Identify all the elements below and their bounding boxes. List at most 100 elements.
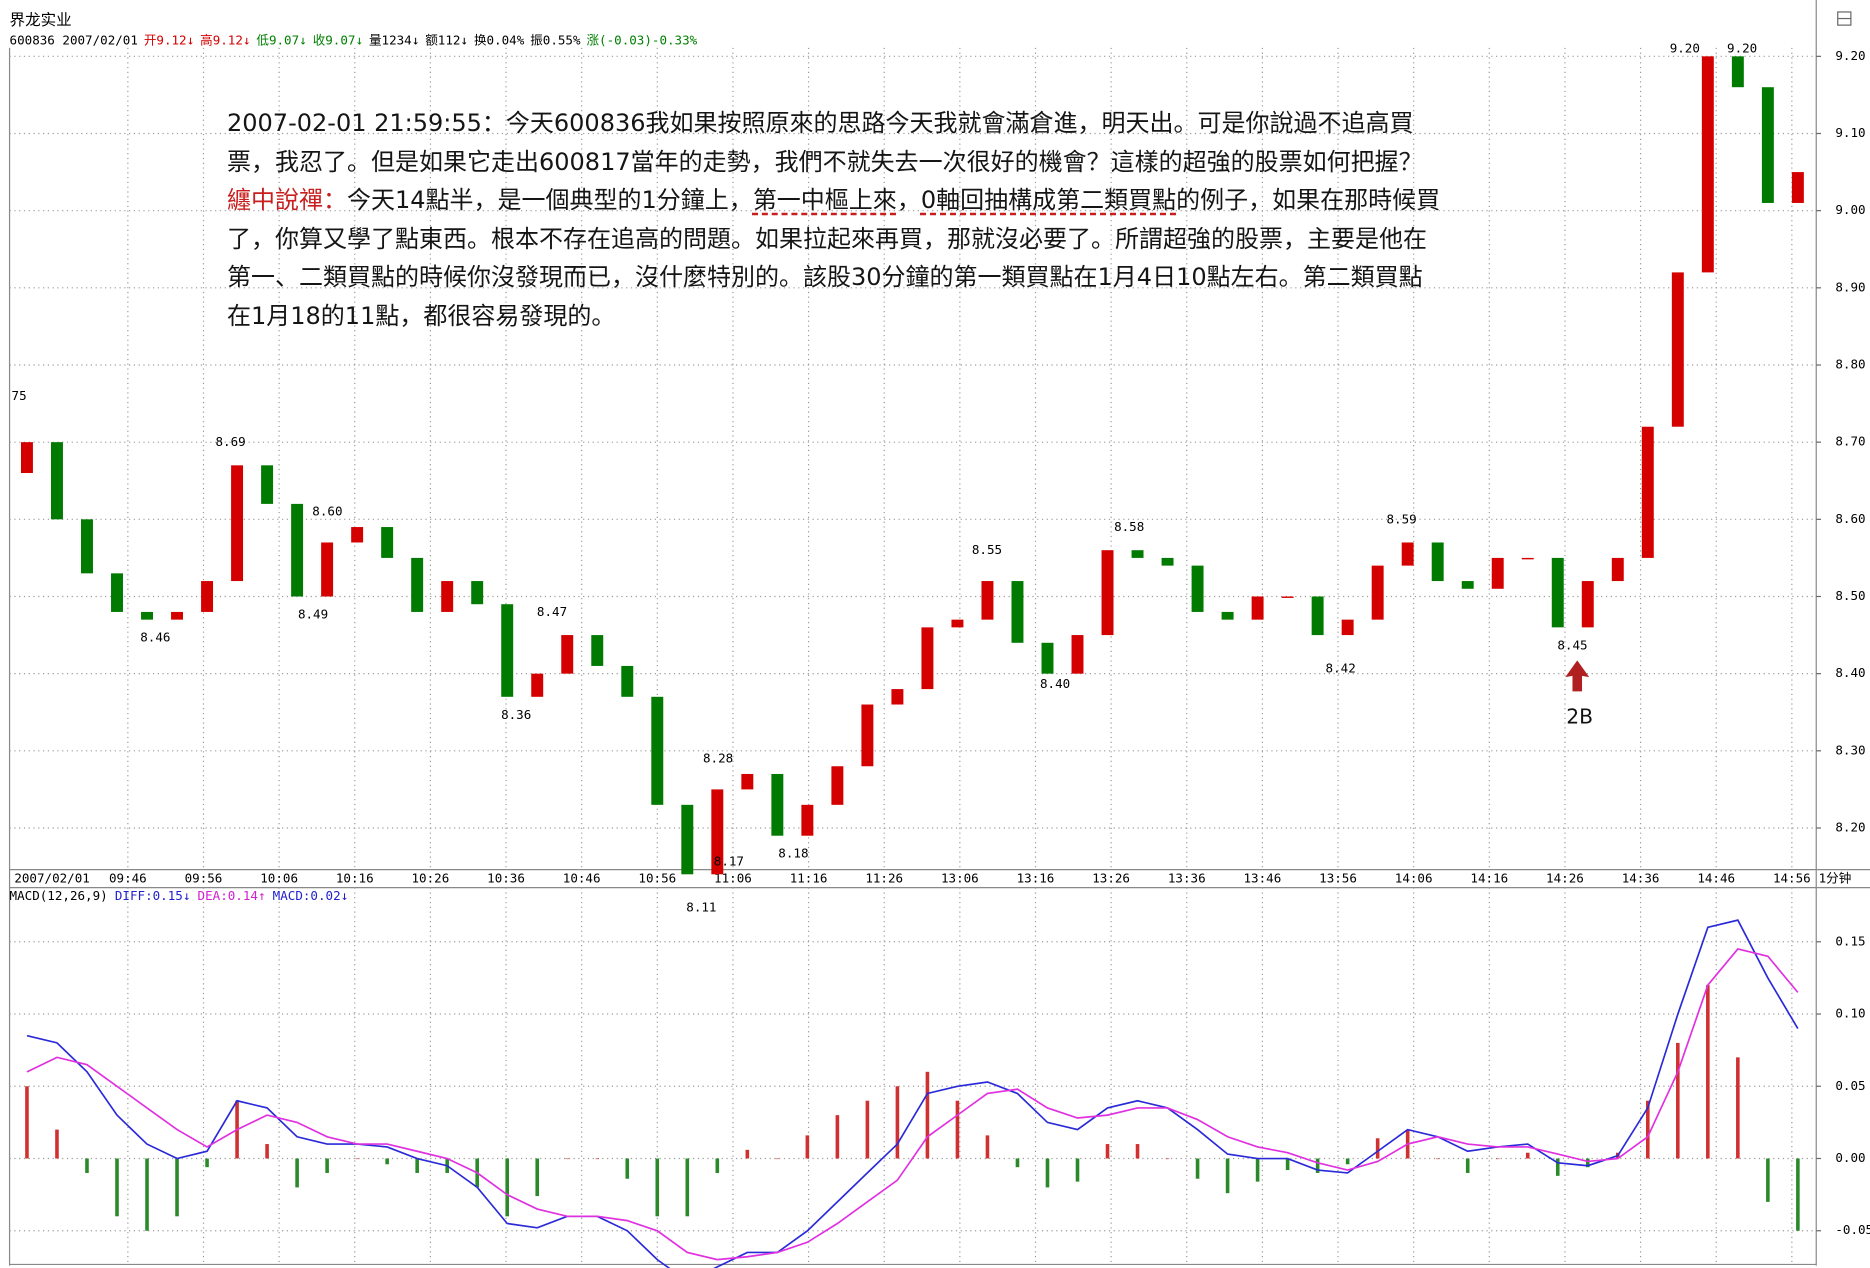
price-label: 8.47: [537, 604, 567, 619]
candle: [1461, 581, 1474, 589]
quote-item: 额112↓: [425, 32, 468, 47]
macd-bar: [1375, 1138, 1380, 1159]
quote-item: 涨(-0.03)-0.33%: [587, 32, 698, 47]
price-label: 8.17: [714, 853, 744, 868]
time-label: 13:56: [1319, 871, 1357, 886]
price-label: 9.20: [1670, 41, 1700, 56]
candle: [771, 773, 784, 836]
macd-bar: [145, 1158, 149, 1231]
price-label: 8.49: [298, 606, 328, 621]
candle: [651, 696, 664, 805]
quote-item: 收9.07↓: [313, 32, 363, 47]
candle: [1191, 565, 1204, 612]
candle: [81, 519, 93, 574]
time-label: 10:56: [638, 871, 676, 886]
macd-bar: [1255, 1158, 1260, 1182]
stock-name: 界龙实业: [10, 11, 72, 29]
macd-bar: [775, 1158, 780, 1160]
annotation-text: 了，你算又學了點東西。根本不存在追高的問題。如果拉起來再買，那就沒必要了。所謂超…: [227, 224, 1427, 253]
candle: [171, 611, 184, 620]
time-label: 13:16: [1017, 871, 1055, 886]
time-label: 14:46: [1697, 871, 1735, 886]
macd-bar: [1676, 1042, 1680, 1159]
macd-title: MACD(12,26,9): [10, 887, 108, 902]
candle: [1791, 172, 1804, 203]
annotation-line: 第一、二類買點的時候你沒發現而已，沒什麼特別的。該股30分鐘的第一類買點在1月4…: [227, 258, 1440, 297]
time-label: 13:06: [941, 871, 979, 886]
period-label: 1分钟: [1819, 871, 1852, 886]
candle: [1281, 596, 1294, 598]
quote-item: 振0.55%: [530, 32, 581, 47]
candle: [1401, 542, 1414, 566]
y-tick-label: 9.00: [1835, 202, 1865, 217]
time-label: 11:06: [714, 871, 752, 886]
macd-bar: [655, 1158, 660, 1217]
annotation-line: 纏中說禪：今天14點半，是一個典型的1分鐘上，第一中樞上來，0軸回抽構成第二類買…: [227, 181, 1440, 220]
candle: [1101, 550, 1114, 636]
macd-bar: [1345, 1158, 1350, 1165]
price-label: 8.36: [501, 707, 531, 722]
time-label: 10:36: [487, 871, 525, 886]
candle: [531, 673, 544, 697]
candle: [561, 635, 574, 674]
candle: [291, 503, 304, 597]
candle: [621, 665, 634, 697]
annotation-line: 在1月18的11點，都很容易發現的。: [227, 297, 1440, 336]
price-label: 8.28: [703, 751, 733, 766]
macd-bar: [1435, 1158, 1440, 1160]
y-tick-label: 8.50: [1835, 588, 1865, 603]
price-label: 9.20: [1727, 41, 1757, 56]
candle: [591, 635, 604, 666]
time-label: 13:36: [1168, 871, 1206, 886]
macd-bar: [295, 1158, 299, 1188]
annotation-text: 今天14點半，是一個典型的1分鐘上，: [347, 186, 753, 214]
y-tick-label: 8.20: [1835, 819, 1865, 834]
candle: [831, 766, 844, 805]
candle: [1221, 611, 1234, 620]
time-label: 14:06: [1395, 871, 1433, 886]
macd-bar: [175, 1158, 179, 1217]
macd-bar: [535, 1158, 540, 1197]
quote-info: 600836 2007/02/01 开9.12↓ 高9.12↓ 低9.07↓ 收9.07…: [10, 32, 698, 47]
quote-item: 换0.04%: [474, 32, 525, 47]
macd-bar: [1706, 985, 1710, 1159]
macd-bar: [955, 1100, 960, 1159]
time-label: 14:56: [1773, 871, 1811, 886]
price-label: 8.45: [1557, 637, 1587, 652]
candle: [1011, 581, 1024, 643]
macd-bar: [1285, 1158, 1290, 1171]
candle: [321, 542, 334, 597]
macd-bar: [385, 1158, 389, 1165]
price-label: 8.58: [1114, 519, 1144, 534]
annotation-text: 纏中說禪：: [227, 186, 347, 214]
legend-item: DIFF:0.15↓: [115, 887, 191, 902]
macd-bar: [1045, 1158, 1050, 1188]
macd-bar: [1736, 1057, 1740, 1159]
candle: [1581, 581, 1594, 628]
buy-point-label: 2B: [1566, 705, 1593, 729]
candle: [141, 611, 153, 620]
candle: [801, 804, 814, 836]
candle: [981, 581, 994, 620]
macd-bar: [1585, 1158, 1590, 1168]
annotation-text: ，: [896, 186, 921, 214]
annotation-line: 票，我忍了。但是如果它走出600817當年的走勢，我們不就失去一次很好的機會？這…: [227, 143, 1440, 182]
macd-bar: [745, 1149, 750, 1159]
macd-bar: [865, 1100, 870, 1159]
candle: [1041, 642, 1054, 674]
macd-bar: [1525, 1152, 1530, 1159]
candle: [351, 527, 364, 543]
macd-bar: [1195, 1158, 1200, 1179]
macd-bar: [265, 1144, 269, 1159]
quote-item: 低9.07↓: [256, 32, 306, 47]
time-label: 10:46: [563, 871, 601, 886]
price-label: 75: [12, 388, 27, 403]
macd-bar: [715, 1158, 720, 1173]
price-label: 8.18: [778, 846, 808, 861]
time-label: 14:26: [1546, 871, 1584, 886]
time-label: 11:26: [865, 871, 903, 886]
candle: [1611, 557, 1624, 582]
macd-bar: [85, 1158, 89, 1173]
annotation-text: 在1月18的11點，都很容易發現的。: [227, 301, 616, 330]
